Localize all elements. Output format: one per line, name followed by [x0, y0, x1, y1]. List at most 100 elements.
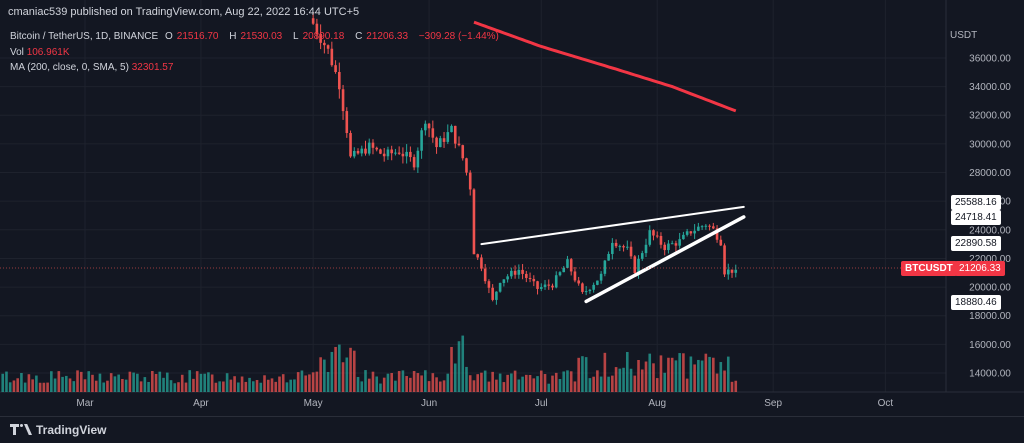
- volume-bar: [349, 347, 352, 392]
- volume-bar: [453, 363, 457, 392]
- volume-bar: [177, 382, 180, 392]
- volume-bar: [457, 341, 461, 392]
- volume-bar: [281, 374, 285, 392]
- candle-body: [371, 142, 375, 148]
- candle-body: [465, 158, 468, 173]
- volume-bar: [210, 374, 214, 392]
- candle-body: [341, 89, 345, 112]
- chart-grid: [0, 0, 1024, 393]
- candle-body: [588, 289, 592, 292]
- volume-bar: [94, 380, 98, 392]
- candle-body: [319, 33, 322, 43]
- candle-body: [510, 270, 513, 277]
- volume-bar: [633, 375, 637, 392]
- candle-body: [330, 48, 334, 66]
- candle-body: [364, 148, 367, 154]
- volume-bar: [199, 373, 203, 392]
- candlesticks: [311, 11, 738, 305]
- ma-legend[interactable]: MA (200, close, 0, SMA, 5) 32301.57: [10, 62, 174, 73]
- y-tick-label: 28000.00: [969, 168, 1011, 179]
- volume-bar: [102, 382, 105, 392]
- volume-bar: [667, 357, 670, 392]
- volume-bar: [113, 376, 117, 392]
- volume-bar: [678, 353, 681, 392]
- candle-body: [599, 273, 603, 281]
- candle-body: [607, 253, 610, 261]
- volume-bar: [468, 375, 472, 392]
- volume-bar: [607, 376, 610, 392]
- volume-bar: [712, 357, 715, 392]
- candle-body: [442, 138, 446, 142]
- volume-bar: [689, 356, 693, 392]
- volume-bar: [345, 357, 349, 392]
- x-tick-label: Aug: [648, 398, 666, 409]
- volume-bar: [285, 382, 289, 392]
- volume-bar: [233, 376, 236, 392]
- candle-body: [726, 269, 730, 275]
- volume-bar: [72, 381, 76, 392]
- volume-bar: [352, 350, 356, 392]
- volume-bar: [319, 357, 322, 392]
- volume-bar: [517, 379, 521, 392]
- volume-bar: [68, 378, 72, 392]
- volume-bar: [644, 361, 648, 392]
- candle-body: [573, 271, 577, 281]
- level-tag-22890: 22890.58: [951, 236, 1001, 251]
- candle-body: [577, 280, 580, 284]
- volume-bar: [98, 373, 102, 392]
- candle-body: [659, 235, 663, 245]
- volume-bar: [551, 375, 554, 392]
- volume-bar: [708, 356, 711, 392]
- candle-body: [648, 230, 652, 245]
- volume-bar: [304, 375, 307, 392]
- candle-body: [554, 275, 558, 288]
- x-tick-label: Jul: [535, 398, 548, 409]
- volume-bar: [139, 381, 143, 392]
- candle-body: [569, 259, 573, 272]
- trendline-lower: [584, 215, 746, 304]
- volume-legend[interactable]: Vol 106.961K: [10, 47, 70, 58]
- volume-bar: [274, 381, 278, 392]
- volume-bar: [614, 367, 618, 392]
- volume-bar: [184, 382, 188, 392]
- volume-bar: [573, 381, 577, 392]
- volume-bar: [510, 373, 513, 392]
- candle-body: [502, 279, 506, 283]
- volume-bars: [1, 335, 738, 392]
- volume-bar: [431, 373, 435, 392]
- volume-bar: [12, 380, 16, 392]
- volume-bar: [382, 377, 386, 392]
- volume-bar: [682, 353, 685, 392]
- volume-bar: [401, 370, 405, 392]
- candle-body: [667, 243, 670, 251]
- candle-body: [674, 243, 678, 246]
- tradingview-logo[interactable]: TradingView: [10, 423, 106, 437]
- volume-bar: [128, 371, 132, 392]
- volume-bar: [394, 380, 397, 392]
- volume-bar: [603, 352, 607, 392]
- candle-body: [468, 172, 472, 190]
- symbol-legend[interactable]: Bitcoin / TetherUS, 1D, BINANCE O 21516.7…: [10, 31, 499, 42]
- candle-body: [532, 278, 536, 282]
- volume-bar: [498, 373, 502, 392]
- volume-bar: [547, 383, 551, 392]
- time-axis: Mar Apr May Jun Jul Aug Sep Oct: [76, 398, 893, 409]
- volume-bar: [539, 370, 543, 392]
- candle-body: [693, 230, 696, 234]
- y-tick-label: 24000.00: [969, 225, 1011, 236]
- volume-bar: [121, 379, 124, 392]
- volume-bar: [27, 374, 31, 392]
- volume-bar: [592, 376, 595, 392]
- volume-bar: [169, 380, 173, 392]
- volume-bar: [165, 372, 169, 392]
- candle-body: [611, 242, 614, 254]
- volume-bar: [207, 372, 210, 392]
- volume-bar: [124, 379, 128, 392]
- candle-body: [723, 245, 726, 275]
- volume-bar: [416, 373, 420, 392]
- y-tick-label: 34000.00: [969, 82, 1011, 93]
- candle-body: [487, 281, 491, 288]
- volume-bar: [427, 381, 431, 392]
- volume-bar: [315, 371, 319, 392]
